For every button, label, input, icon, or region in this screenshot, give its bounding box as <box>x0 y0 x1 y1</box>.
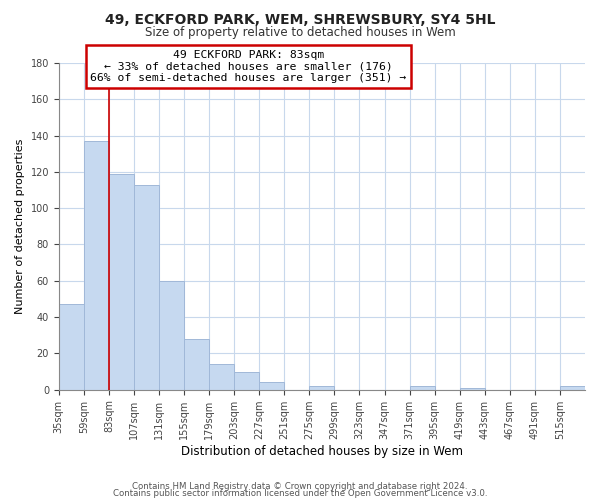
Bar <box>184 339 209 390</box>
Bar <box>234 372 259 390</box>
Text: Contains HM Land Registry data © Crown copyright and database right 2024.: Contains HM Land Registry data © Crown c… <box>132 482 468 491</box>
Y-axis label: Number of detached properties: Number of detached properties <box>15 138 25 314</box>
Bar <box>259 382 284 390</box>
Text: Contains public sector information licensed under the Open Government Licence v3: Contains public sector information licen… <box>113 490 487 498</box>
Text: Size of property relative to detached houses in Wem: Size of property relative to detached ho… <box>145 26 455 39</box>
X-axis label: Distribution of detached houses by size in Wem: Distribution of detached houses by size … <box>181 444 463 458</box>
Text: 49 ECKFORD PARK: 83sqm
← 33% of detached houses are smaller (176)
66% of semi-de: 49 ECKFORD PARK: 83sqm ← 33% of detached… <box>90 50 406 83</box>
Bar <box>159 281 184 390</box>
Bar <box>209 364 234 390</box>
Bar <box>560 386 585 390</box>
Bar <box>134 184 159 390</box>
Bar <box>410 386 434 390</box>
Text: 49, ECKFORD PARK, WEM, SHREWSBURY, SY4 5HL: 49, ECKFORD PARK, WEM, SHREWSBURY, SY4 5… <box>105 12 495 26</box>
Bar <box>59 304 84 390</box>
Bar <box>310 386 334 390</box>
Bar <box>460 388 485 390</box>
Bar <box>109 174 134 390</box>
Bar <box>84 141 109 390</box>
